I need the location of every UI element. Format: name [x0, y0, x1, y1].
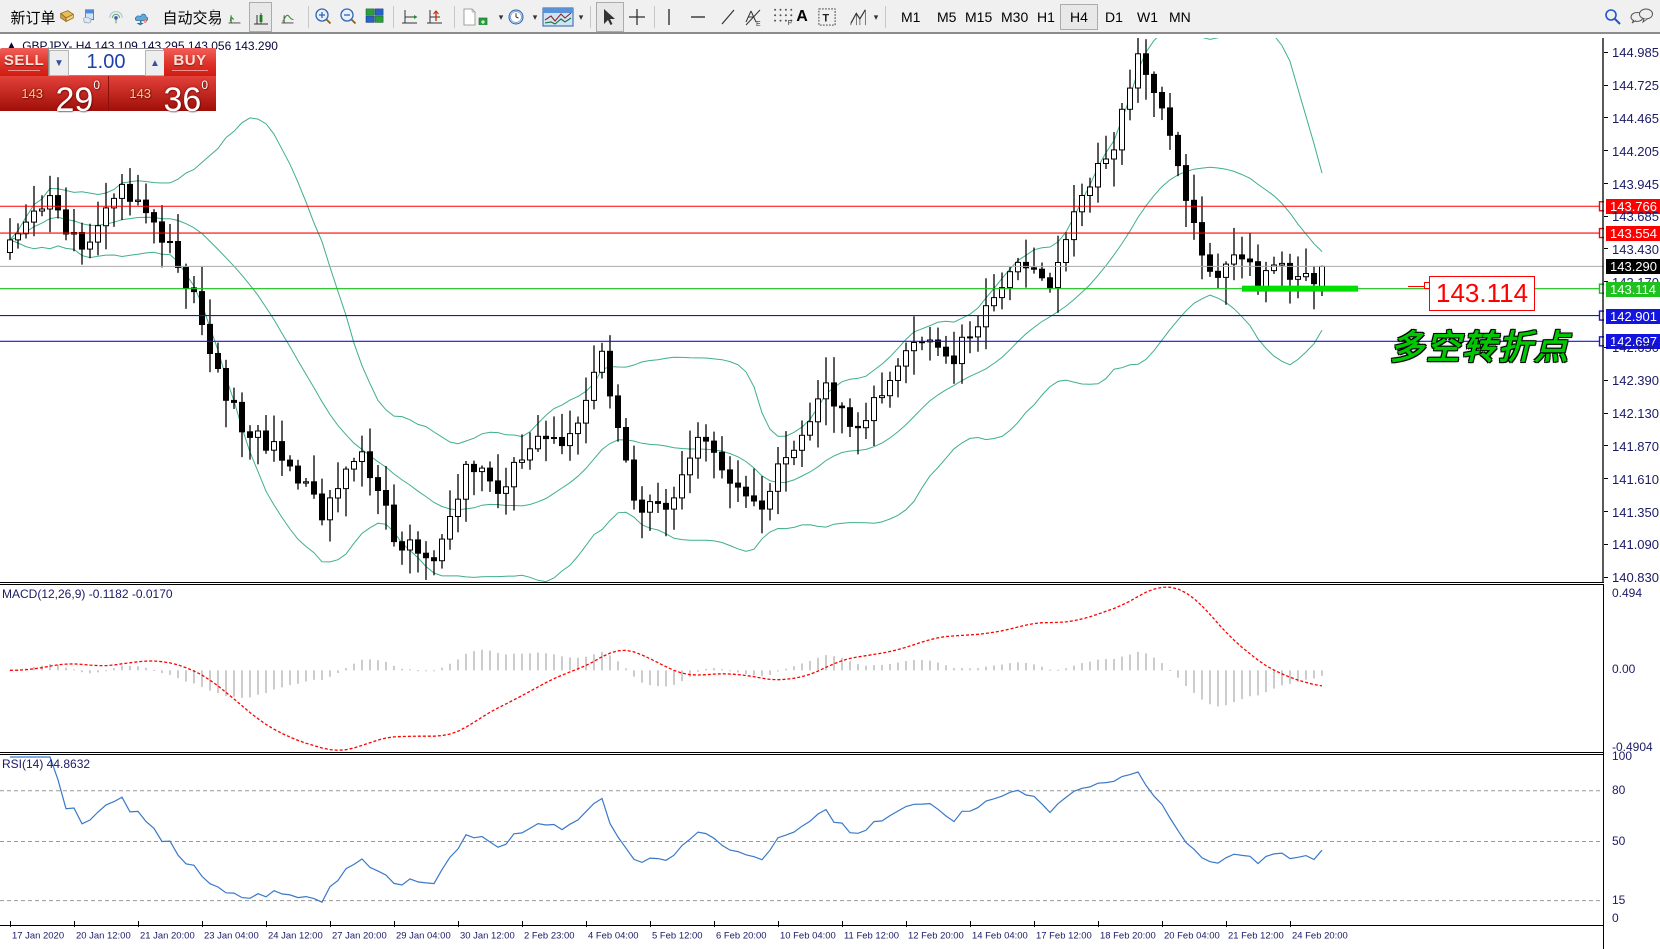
svg-text:T: T	[823, 13, 830, 25]
svg-text:F: F	[788, 18, 793, 26]
svg-text:E: E	[756, 21, 761, 27]
